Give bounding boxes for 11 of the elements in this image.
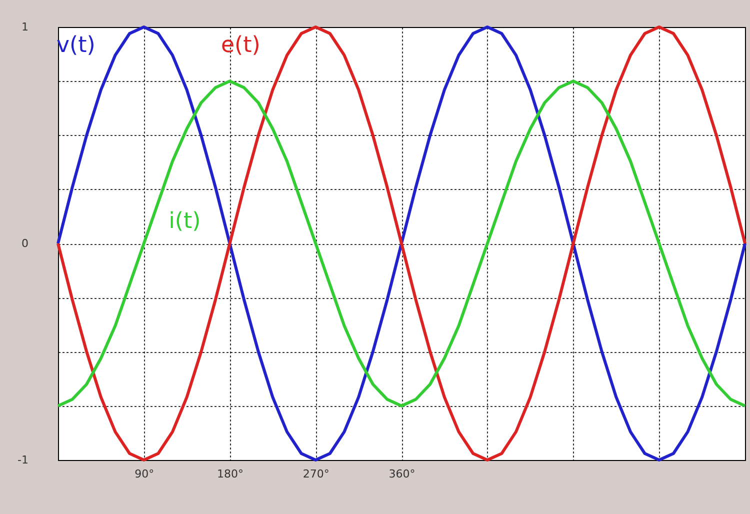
x-tick-label: 270° [302, 468, 330, 480]
y-tick-label: 0 [22, 237, 28, 250]
series-label: e(t) [220, 33, 260, 58]
x-tick-label: 360° [388, 468, 416, 480]
x-tick-label: 180° [217, 468, 244, 480]
x-tick-label: 90° [134, 468, 154, 480]
y-tick-label: 1 [22, 20, 28, 34]
line-series [56, 80, 746, 408]
series-label: i(t) [168, 209, 201, 234]
line-series [56, 26, 746, 462]
y-tick-label: -1 [18, 454, 28, 466]
